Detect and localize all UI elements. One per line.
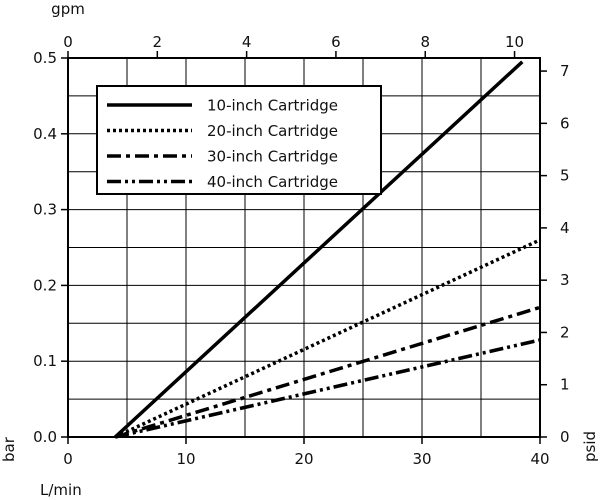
left-tick-label: 0.0: [33, 428, 57, 446]
right-tick-label: 7: [560, 62, 570, 80]
left-axis: 0.0 0.1 0.2 0.3 0.4 0.5: [33, 49, 68, 446]
top-tick-label: 6: [331, 33, 341, 51]
right-tick-label: 1: [560, 376, 570, 394]
left-tick-label: 0.3: [33, 201, 57, 219]
right-tick-label: 2: [560, 323, 570, 341]
legend-label: 10-inch Cartridge: [207, 97, 338, 115]
left-tick-label: 0.4: [33, 125, 57, 143]
top-tick-label: 8: [420, 33, 430, 51]
series-line-3: [114, 305, 541, 439]
right-tick-label: 6: [560, 114, 570, 132]
series-line-1: [114, 60, 524, 439]
legend-label: 40-inch Cartridge: [207, 173, 338, 191]
left-tick-label: 0.2: [33, 276, 57, 294]
left-tick-label: 0.1: [33, 352, 57, 370]
bottom-tick-label: 0: [63, 450, 73, 468]
series-line-4: [114, 338, 541, 439]
legend: 10-inch Cartridge 20-inch Cartridge 30-inc…: [96, 85, 382, 195]
legend-label: 30-inch Cartridge: [207, 148, 338, 166]
top-tick-label: 4: [242, 33, 252, 51]
top-axis: 0 2 4 6 8 10: [63, 33, 524, 58]
bottom-axis-title: L/min: [40, 481, 82, 499]
right-tick-label: 4: [560, 219, 570, 237]
bottom-tick-label: 10: [176, 450, 195, 468]
left-tick-label: 0.5: [33, 49, 57, 67]
right-tick-label: 0: [560, 428, 570, 446]
series-line-2: [114, 238, 541, 439]
top-tick-label: 2: [153, 33, 163, 51]
top-tick-label: 0: [63, 33, 73, 51]
bottom-tick-label: 20: [294, 450, 313, 468]
top-tick-label: 10: [505, 33, 524, 51]
legend-label: 20-inch Cartridge: [207, 122, 338, 140]
bottom-axis: 0 10 20 30 40: [63, 437, 550, 468]
top-axis-title: gpm: [51, 0, 85, 18]
right-axis-title: psid: [581, 431, 599, 462]
right-axis: 0 1 2 3 4 5 6 7: [540, 62, 570, 446]
right-tick-label: 5: [560, 167, 570, 185]
bottom-tick-label: 30: [412, 450, 431, 468]
right-tick-label: 3: [560, 271, 570, 289]
bottom-tick-label: 40: [530, 450, 549, 468]
series-lines: [114, 60, 541, 439]
left-axis-title: bar: [0, 436, 18, 462]
